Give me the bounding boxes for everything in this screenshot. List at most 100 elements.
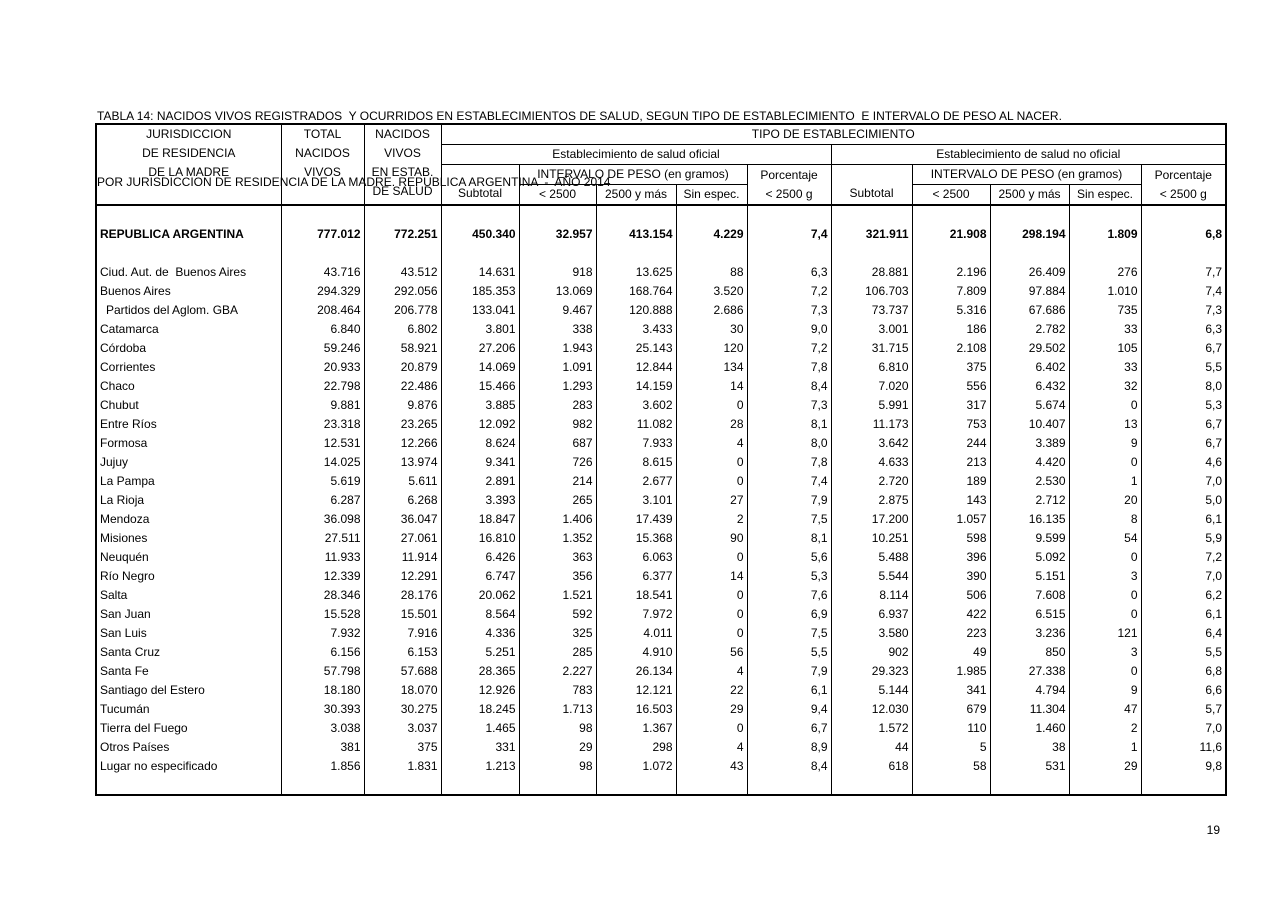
value-cell: 16.135 <box>989 510 1069 529</box>
header-tipo-establecimiento: TIPO DE ESTABLECIMIENTO <box>440 123 1227 145</box>
value-cell: 2.530 <box>989 472 1069 491</box>
jurisdiction-cell: Mendoza <box>100 512 150 526</box>
value-cell: 29 <box>1068 757 1141 776</box>
value-cell: 1.985 <box>911 662 990 681</box>
value-cell: 5.991 <box>830 396 912 415</box>
value-cell: 38 <box>989 738 1069 757</box>
value-cell: 18.070 <box>363 681 441 700</box>
table-row: Salta 28.346 28.176 20.062 1.521 18.541 0 7,6 8.… <box>96 586 1226 605</box>
value-cell: 285 <box>518 643 596 662</box>
value-cell: 375 <box>911 358 990 377</box>
value-cell: 3.602 <box>595 396 676 415</box>
jurisdiction-cell: Chubut <box>100 398 139 412</box>
value-cell: 5,3 <box>1140 396 1226 415</box>
value-cell: 7,8 <box>746 358 831 377</box>
value-cell: 58 <box>911 757 990 776</box>
value-cell: 26.134 <box>595 662 676 681</box>
value-cell: 6,1 <box>1140 605 1226 624</box>
value-cell: 7,3 <box>746 301 831 320</box>
value-cell: 592 <box>518 605 596 624</box>
value-cell: 1.572 <box>830 719 912 738</box>
value-cell: 8.114 <box>830 586 912 605</box>
value-cell: 28.881 <box>830 263 912 282</box>
value-cell: 22.486 <box>363 377 441 396</box>
value-cell: 4.229 <box>675 225 747 244</box>
value-cell: 6,7 <box>1140 415 1226 434</box>
value-cell: 98 <box>518 757 596 776</box>
value-cell: 12.339 <box>280 567 364 586</box>
value-cell: 331 <box>440 738 519 757</box>
value-cell: 18.245 <box>440 700 519 719</box>
value-cell: 9.341 <box>440 453 519 472</box>
value-cell: 6,7 <box>1140 339 1226 358</box>
jurisdiction-cell: Santa Fe <box>100 664 149 678</box>
jurisdiction-cell: San Luis <box>100 626 147 640</box>
value-cell: 5.674 <box>989 396 1069 415</box>
value-cell: 27.338 <box>989 662 1069 681</box>
jurisdiction-cell: Tucumán <box>100 702 150 716</box>
value-cell: 735 <box>1068 301 1141 320</box>
value-cell: 7,7 <box>1140 263 1226 282</box>
value-cell: 2.782 <box>989 320 1069 339</box>
value-cell: 9.467 <box>518 301 596 320</box>
value-cell: 98 <box>518 719 596 738</box>
value-cell: 6,8 <box>1140 662 1226 681</box>
value-cell: 6,3 <box>746 263 831 282</box>
header-row-1: JURISDICCION DE RESIDENCIA DE LA MADRE T… <box>95 123 1227 206</box>
value-cell: 7,0 <box>1140 567 1226 586</box>
table-row: Neuquén 11.933 11.914 6.426 363 6.063 0 5,6 5.48… <box>96 548 1226 567</box>
value-cell: 7,4 <box>746 472 831 491</box>
value-cell: 28.365 <box>440 662 519 681</box>
value-cell: 29 <box>675 700 747 719</box>
jurisdiction-cell: La Pampa <box>100 474 155 488</box>
value-cell: 6.747 <box>440 567 519 586</box>
value-cell: 5,5 <box>1140 643 1226 662</box>
value-cell: 244 <box>911 434 990 453</box>
table-row: La Pampa 5.619 5.611 2.891 214 2.677 0 7,4 2.720… <box>96 472 1226 491</box>
value-cell: 0 <box>1068 605 1141 624</box>
value-cell: 317 <box>911 396 990 415</box>
header-row-4: < 2500 2500 y más Sin espec. < 2500 2500… <box>96 184 1226 206</box>
jurisdiction-cell: Río Negro <box>100 569 155 583</box>
value-cell: 6.268 <box>363 491 441 510</box>
value-cell: 6.156 <box>280 643 364 662</box>
value-cell: 4.794 <box>989 681 1069 700</box>
table-row: Río Negro 12.339 12.291 6.747 356 6.377 14 5,3 5… <box>96 567 1226 586</box>
table-row: Catamarca 6.840 6.802 3.801 338 3.433 30 9,0 3.0… <box>96 320 1226 339</box>
value-cell: 2.196 <box>911 263 990 282</box>
value-cell: 1.091 <box>518 358 596 377</box>
value-cell: 9.876 <box>363 396 441 415</box>
value-cell: 14.159 <box>595 377 676 396</box>
value-cell: 4.336 <box>440 624 519 643</box>
value-cell: 1.465 <box>440 719 519 738</box>
stats-table: JURISDICCION DE RESIDENCIA DE LA MADRE T… <box>95 123 1227 796</box>
value-cell: 679 <box>911 700 990 719</box>
header-total-nacidos-vivos: TOTAL NACIDOS VIVOS <box>280 123 365 206</box>
table-row: Corrientes 20.933 20.879 14.069 1.091 12.844 1… <box>96 358 1226 377</box>
value-cell: 12.266 <box>363 434 441 453</box>
value-cell: 772.251 <box>363 225 441 244</box>
value-cell: 208.464 <box>280 301 364 320</box>
value-cell: 27 <box>675 491 747 510</box>
value-cell: 2.677 <box>595 472 676 491</box>
value-cell: 67.686 <box>989 301 1069 320</box>
value-cell: 0 <box>675 472 747 491</box>
jurisdiction-cell: Ciud. Aut. de Buenos Aires <box>100 265 247 279</box>
value-cell: 20.879 <box>363 358 441 377</box>
value-cell: 36.098 <box>280 510 364 529</box>
value-cell: 106.703 <box>830 282 912 301</box>
value-cell: 8,0 <box>1140 377 1226 396</box>
value-cell: 9,0 <box>746 320 831 339</box>
value-cell: 6.432 <box>989 377 1069 396</box>
value-cell: 56 <box>675 643 747 662</box>
value-cell: 1.057 <box>911 510 990 529</box>
value-cell: 7,4 <box>1140 282 1226 301</box>
value-cell: 9 <box>1068 681 1141 700</box>
value-cell: 54 <box>1068 529 1141 548</box>
value-cell: 12.092 <box>440 415 519 434</box>
value-cell: 6.153 <box>363 643 441 662</box>
value-cell: 7,2 <box>746 282 831 301</box>
value-cell: 8,1 <box>746 415 831 434</box>
value-cell: 283 <box>518 396 596 415</box>
value-cell: 7.608 <box>989 586 1069 605</box>
